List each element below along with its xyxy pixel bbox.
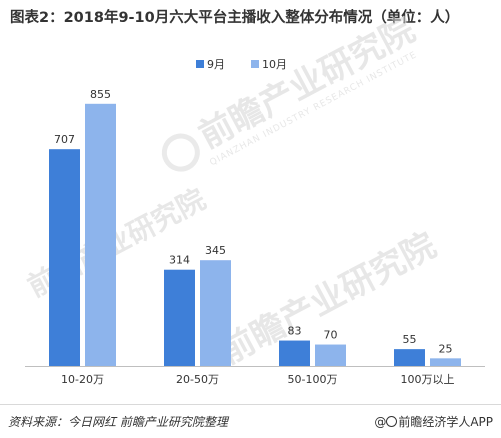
bar-2-0: [279, 340, 310, 366]
legend-swatch-0: [196, 60, 204, 68]
bar-1-1: [200, 260, 231, 366]
legend-swatch-1: [251, 60, 259, 68]
bar-1-0: [164, 269, 195, 366]
data-label-2-1: 70: [324, 329, 338, 342]
bar-2-1: [315, 344, 346, 366]
data-label-0-0: 707: [54, 133, 75, 146]
bar-0-1: [85, 103, 116, 367]
chart-title: 图表2：2018年9-10月六大平台主播收入整体分布情况（单位：人）: [10, 10, 460, 26]
x-tick-label-3: 100万以上: [401, 373, 455, 386]
legend-label-0: 9月: [207, 58, 225, 71]
x-tick-label-1: 20-50万: [176, 373, 219, 386]
data-label-3-0: 55: [403, 333, 417, 346]
data-label-1-0: 314: [169, 254, 190, 267]
bar-0-0: [49, 149, 80, 366]
x-tick-label-0: 10-20万: [61, 373, 104, 386]
data-label-3-1: 25: [439, 342, 453, 355]
bar-3-0: [394, 349, 425, 366]
data-label-0-1: 855: [90, 88, 111, 101]
data-label-2-0: 83: [288, 325, 302, 338]
legend-label-1: 10月: [262, 58, 287, 71]
legend: 9月 10月: [196, 58, 287, 71]
brand-icon: [386, 416, 398, 427]
brand-credit: @ 前瞻经济学人APP: [374, 415, 493, 429]
source-note: 资料来源：今日网红 前瞻产业研究院整理: [8, 415, 228, 429]
data-label-1-1: 345: [205, 244, 226, 257]
x-tick-label-2: 50-100万: [288, 373, 338, 386]
bar-3-1: [430, 358, 461, 366]
brand-text: 前瞻经济学人APP: [398, 415, 493, 429]
